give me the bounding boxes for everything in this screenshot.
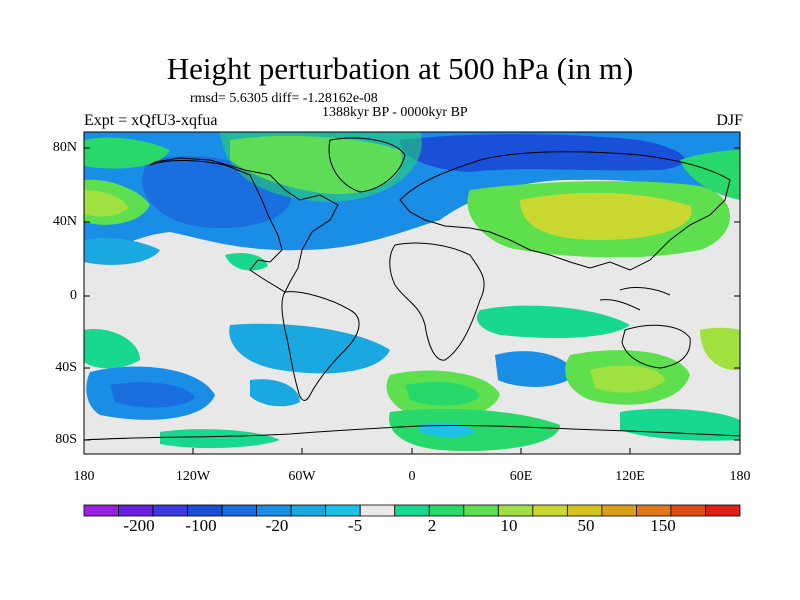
colorbar-swatch <box>636 504 672 517</box>
shade-antarctic-cyan <box>420 422 475 438</box>
colorbar-swatch <box>566 504 603 517</box>
lat-label-0: 0 <box>70 288 77 303</box>
lon-label-180w: 180 <box>73 469 95 484</box>
colorbar-swatch <box>359 504 396 517</box>
coastlines <box>84 137 740 441</box>
shade-sh-green-4 <box>700 327 740 371</box>
shade-npacific-yellow <box>84 190 128 217</box>
colorbar-swatch <box>601 504 637 517</box>
coast-south-america <box>281 291 360 401</box>
experiment-label: Expt = xQfU3-xqfua <box>84 112 218 129</box>
colorbar-swatch <box>325 504 361 517</box>
lon-label-0: 0 <box>408 469 416 484</box>
colorbar-swatch <box>394 504 430 517</box>
shade-sh-teal-sw <box>160 429 280 449</box>
coast-north-america <box>149 157 339 293</box>
coast-australia <box>621 324 691 369</box>
season-label: DJF <box>716 112 743 129</box>
lon-label-120w: 120W <box>175 469 211 484</box>
shade-sh-green-1b <box>405 381 480 406</box>
colorbar-swatch <box>428 504 465 517</box>
lat-label-80n: 80N <box>52 140 77 155</box>
colorbar-swatch <box>118 504 154 517</box>
lon-label-60e: 60E <box>509 469 533 484</box>
lat-label-40n: 40N <box>52 214 77 229</box>
period-text: 1388kyr BP - 0000kyr BP <box>322 105 468 120</box>
shade-north-cyan <box>84 238 160 265</box>
coast-indonesia <box>599 287 671 311</box>
lon-label-120e: 120E <box>615 469 645 484</box>
colorbar-label: 150 <box>650 516 676 535</box>
coast-antarctica <box>84 424 740 441</box>
map-title: Height perturbation at 500 hPa (in m) <box>166 51 634 86</box>
shade-arctic-green <box>84 137 170 169</box>
shade-asia-yellow <box>520 192 692 240</box>
colorbar-label: 50 <box>577 516 595 535</box>
colorbar-swatch <box>83 504 119 517</box>
colorbar-swatch <box>290 504 327 517</box>
lat-label-80s: 80S <box>55 432 77 447</box>
colorbar-swatch <box>187 504 223 517</box>
lat-label-40s: 40S <box>55 360 77 375</box>
colorbar-swatch <box>497 504 534 517</box>
lon-label-60w: 60W <box>288 469 316 484</box>
shade-antarctic-green <box>389 408 560 451</box>
colorbar-label: -20 <box>265 516 289 535</box>
colorbar-swatch <box>670 504 706 517</box>
field-shading <box>84 132 740 451</box>
shade-caribbean-green <box>225 253 268 271</box>
shade-sh-blue-1b <box>110 382 195 408</box>
shade-sh-green-3 <box>476 305 630 338</box>
colorbar-swatch <box>221 504 258 517</box>
colorbar-label: 10 <box>500 516 518 535</box>
shade-sh-blue-4 <box>250 379 300 407</box>
stats-text: rmsd= 5.6305 diff= -1.28162e-08 <box>190 91 378 106</box>
colorbar-swatch <box>256 504 292 517</box>
colorbar <box>83 504 741 517</box>
shade-sh-blue-2 <box>229 323 390 374</box>
colorbar-label: 2 <box>427 516 437 535</box>
shade-sh-blue-3 <box>495 351 575 387</box>
shade-sh-teal-west <box>84 329 140 369</box>
colorbar-swatch <box>463 504 499 517</box>
colorbar-swatch <box>705 504 741 517</box>
colorbar-swatch <box>152 504 188 517</box>
coast-africa <box>389 242 485 361</box>
colorbar-label: -200 <box>123 516 155 535</box>
coast-greenland <box>328 137 406 193</box>
shade-sh-green-2b <box>590 365 665 393</box>
shade-npac-east-green <box>680 150 740 200</box>
colorbar-swatch <box>532 504 568 517</box>
colorbar-label: -100 <box>185 516 217 535</box>
shade-greenland-teal <box>220 132 422 202</box>
shade-sh-teal-south <box>620 408 740 441</box>
lon-label-180e: 180 <box>729 469 751 484</box>
axis-ticks <box>84 147 740 454</box>
colorbar-label: -5 <box>347 516 363 535</box>
coast-eurasia <box>399 151 731 271</box>
